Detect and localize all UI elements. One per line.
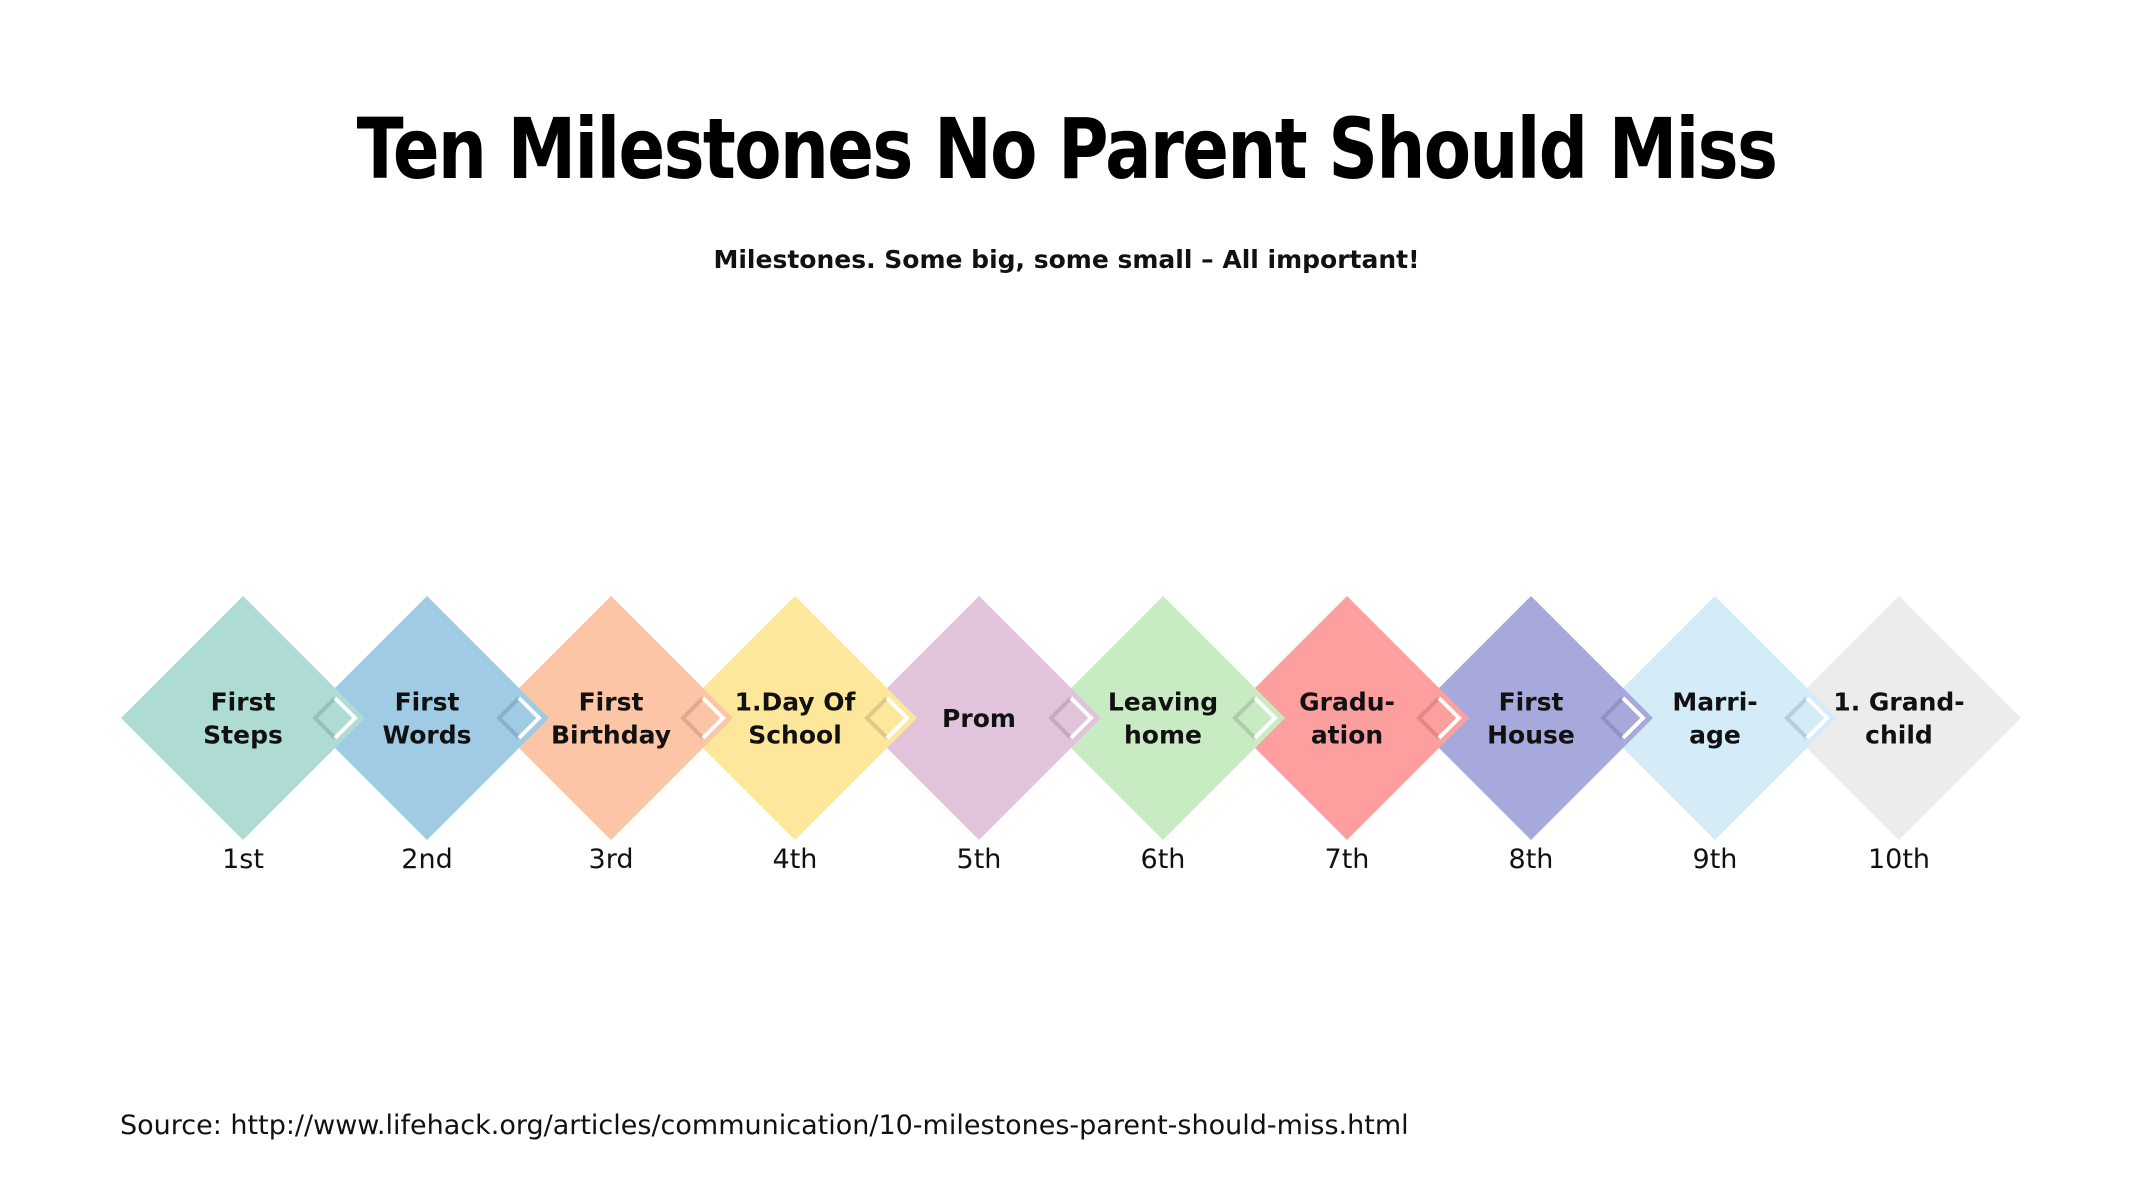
- milestone-item: First Words 2nd: [305, 596, 549, 875]
- milestone-diamond: [1593, 596, 1837, 840]
- connector-left-icon: [1416, 696, 1441, 740]
- milestone-order-label: 1st: [222, 844, 264, 875]
- milestone-order-label: 6th: [1141, 844, 1186, 875]
- milestone-item: Leaving home 6th: [1041, 596, 1285, 875]
- milestone-label: First: [579, 688, 644, 717]
- milestone-diamond: [305, 596, 549, 840]
- chevron-right-icon: [885, 696, 910, 740]
- milestone-label: Leaving: [1108, 688, 1218, 717]
- milestone-order-label: 7th: [1325, 844, 1370, 875]
- chevron-right-icon: [1805, 696, 1830, 740]
- milestone-label: Marri-: [1672, 688, 1757, 717]
- milestone-label: School: [748, 721, 842, 750]
- milestone-order-label: 9th: [1693, 844, 1738, 875]
- milestone-label: 1. Grand-: [1833, 688, 1964, 717]
- milestone-item: Marri-age 9th: [1593, 596, 1837, 875]
- chevron-right-icon: [1069, 696, 1094, 740]
- milestone-label: age: [1689, 721, 1741, 750]
- milestone-label: House: [1487, 721, 1575, 750]
- milestone-diamond: [1409, 596, 1653, 840]
- connector-left-icon: [864, 696, 889, 740]
- subtitle: Milestones. Some big, some small – All i…: [713, 245, 1420, 274]
- milestone-label: ation: [1311, 721, 1383, 750]
- milestone-item: Gradu-ation 7th: [1225, 596, 1469, 875]
- milestone-diamond: [1225, 596, 1469, 840]
- milestone-label: Prom: [942, 704, 1016, 733]
- connector-left-icon: [312, 696, 337, 740]
- chevron-right-icon: [701, 696, 726, 740]
- milestone-label: child: [1865, 721, 1933, 750]
- milestone-order-label: 5th: [957, 844, 1002, 875]
- connector-left-icon: [496, 696, 521, 740]
- milestone-label: Birthday: [551, 721, 671, 750]
- milestone-item: First House 8th: [1409, 596, 1653, 875]
- milestone-label: First: [395, 688, 460, 717]
- milestone-diamond: [673, 596, 917, 840]
- milestone-order-label: 3rd: [589, 844, 634, 875]
- connector-left-icon: [1048, 696, 1073, 740]
- milestone-label: First: [1499, 688, 1564, 717]
- milestone-diamond: [121, 596, 365, 840]
- milestone-order-label: 4th: [773, 844, 818, 875]
- chevron-right-icon: [333, 696, 358, 740]
- connector-left-icon: [1232, 696, 1257, 740]
- milestone-label: home: [1124, 721, 1202, 750]
- source-note: Source: http://www.lifehack.org/articles…: [120, 1110, 1409, 1141]
- milestone-order-label: 8th: [1509, 844, 1554, 875]
- milestone-item: First Birthday 3rd: [489, 596, 733, 875]
- chevron-right-icon: [1253, 696, 1278, 740]
- connector-left-icon: [680, 696, 705, 740]
- milestone-item: 1.Day Of School 4th: [673, 596, 917, 875]
- milestone-diamond: [1041, 596, 1285, 840]
- page-title: Ten Milestones No Parent Should Miss: [356, 100, 1778, 198]
- chevron-right-icon: [517, 696, 542, 740]
- milestone-diamond: [1777, 596, 2021, 840]
- milestone-diamond: [857, 596, 1101, 840]
- milestone-label: Steps: [203, 721, 283, 750]
- milestone-order-label: 10th: [1868, 844, 1930, 875]
- milestone-label: First: [211, 688, 276, 717]
- connector-left-icon: [1784, 696, 1809, 740]
- milestone-item: Prom 5th: [857, 596, 1101, 875]
- milestone-label: Words: [383, 721, 472, 750]
- milestone-item: 1. Grand-child 10th: [1777, 596, 2021, 875]
- chevron-right-icon: [1437, 696, 1462, 740]
- milestone-label: 1.Day Of: [735, 688, 857, 717]
- chevron-right-icon: [1621, 696, 1646, 740]
- milestone-label: Gradu-: [1299, 688, 1395, 717]
- milestone-diamond: [489, 596, 733, 840]
- milestone-order-label: 2nd: [401, 844, 452, 875]
- connector-left-icon: [1600, 696, 1625, 740]
- milestone-item: First Steps 1st: [121, 596, 365, 875]
